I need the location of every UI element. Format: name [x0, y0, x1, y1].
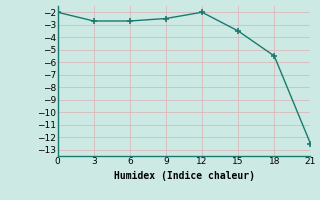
X-axis label: Humidex (Indice chaleur): Humidex (Indice chaleur) — [114, 171, 254, 181]
